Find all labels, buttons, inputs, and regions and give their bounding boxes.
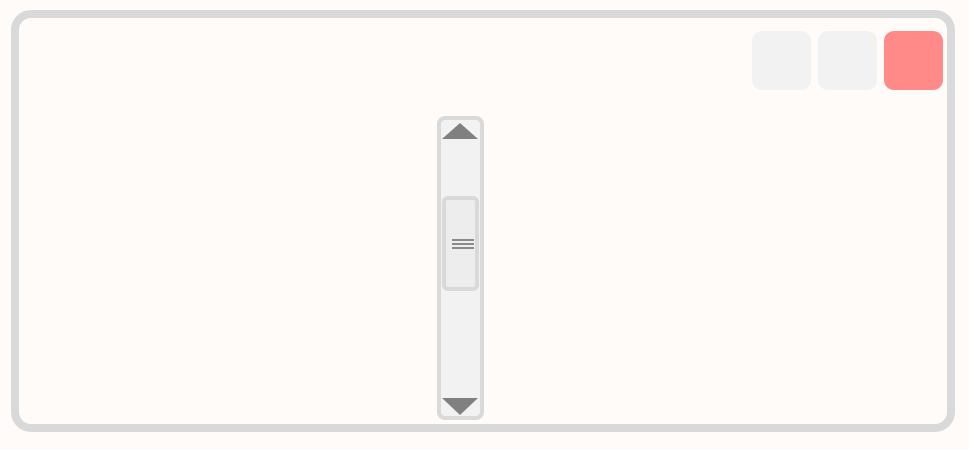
app-window [11,10,955,432]
scroll-up-arrow-icon[interactable] [442,123,478,139]
close-button[interactable] [884,31,943,90]
vertical-scrollbar[interactable] [437,116,484,420]
grip-lines-icon [452,239,474,251]
scroll-down-arrow-icon[interactable] [442,398,478,415]
scrollbar-thumb[interactable] [442,196,479,291]
maximize-button[interactable] [818,31,877,90]
minimize-button[interactable] [752,31,811,90]
